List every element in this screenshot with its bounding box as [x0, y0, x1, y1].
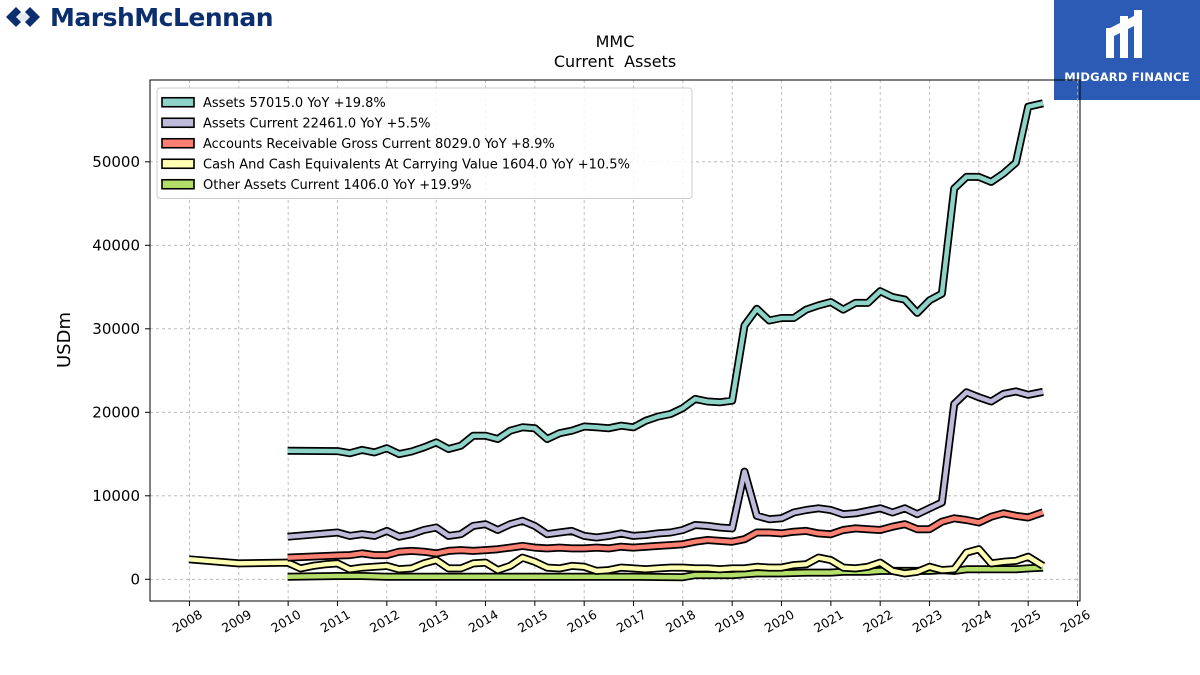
series-3-line — [287, 510, 1044, 560]
series-1-line — [287, 101, 1044, 457]
x-tick-label-2020: 2020 — [762, 607, 797, 636]
legend-swatch-1 — [161, 96, 195, 108]
legend-label-2: Assets Current 22461.0 YoY +5.5% — [203, 116, 430, 131]
y-tick-label-30000: 30000 — [92, 320, 140, 338]
chart-subtitle: Current Assets — [554, 52, 676, 71]
x-tick-label-2021: 2021 — [811, 607, 846, 636]
x-tick-label-2024: 2024 — [959, 607, 994, 636]
x-tick-label-2011: 2011 — [318, 607, 353, 636]
x-tick-label-2012: 2012 — [367, 607, 402, 636]
x-tick-label-2019: 2019 — [712, 607, 747, 636]
marshmclennan-logo: MarshMcLennan — [4, 2, 274, 32]
marshmclennan-logo-icon — [6, 7, 40, 27]
legend-swatch-4 — [161, 158, 195, 170]
marshmclennan-logo-text: MarshMcLennan — [50, 2, 274, 32]
series-layer — [188, 99, 1046, 582]
chart-title: MMC — [596, 32, 635, 51]
legend-label-4: Cash And Cash Equivalents At Carrying Va… — [203, 157, 630, 172]
midgard-finance-logo-icon — [1106, 10, 1142, 58]
legend-label-5: Other Assets Current 1406.0 YoY +19.9% — [203, 178, 472, 193]
legend-label-1: Assets 57015.0 YoY +19.8% — [203, 96, 386, 111]
x-tick-label-2008: 2008 — [170, 607, 205, 636]
x-tick-label-2025: 2025 — [1008, 607, 1043, 636]
midgard-finance-logo-text: MIDGARD FINANCE — [1064, 70, 1190, 84]
x-tick-label-2016: 2016 — [564, 607, 599, 636]
series-4-line — [188, 546, 1045, 576]
y-tick-label-50000: 50000 — [92, 153, 140, 171]
x-tick-label-2014: 2014 — [466, 607, 501, 636]
plot-frame — [149, 79, 1081, 602]
x-tick-label-2010: 2010 — [268, 607, 303, 636]
series-2 — [287, 387, 1044, 542]
legend-swatch-3 — [161, 137, 195, 149]
y-tick-label-10000: 10000 — [92, 487, 140, 505]
x-tick-label-2017: 2017 — [614, 607, 649, 636]
y-axis-label: USDm — [54, 312, 75, 368]
series-5-line — [287, 565, 1044, 580]
legend-swatch-5 — [161, 178, 195, 190]
y-axis: 0 10000 20000 30000 40000 50000 — [92, 153, 150, 588]
y-tick-label-40000: 40000 — [92, 236, 140, 254]
series-3 — [287, 508, 1045, 562]
series-1 — [287, 99, 1044, 459]
legend-label-3: Accounts Receivable Gross Current 8029.0… — [203, 137, 555, 152]
y-tick-label-20000: 20000 — [92, 403, 140, 421]
x-tick-label-2022: 2022 — [860, 607, 895, 636]
series-5 — [287, 563, 1044, 582]
x-tick-label-2015: 2015 — [515, 607, 550, 636]
series-2-line — [287, 389, 1044, 540]
series-4 — [188, 545, 1046, 578]
y-tick-label-0: 0 — [130, 570, 140, 588]
x-axis: 2008 2009 2010 2011 2012 2013 2014 2015 2016 2017… — [170, 601, 1093, 636]
x-tick-label-2009: 2009 — [219, 607, 254, 636]
legend-box — [156, 87, 693, 199]
midgard-finance-logo: MIDGARD FINANCE — [1054, 0, 1200, 100]
legend-swatch-2 — [161, 117, 195, 129]
x-tick-label-2023: 2023 — [910, 607, 945, 636]
x-tick-label-2013: 2013 — [416, 607, 451, 636]
x-tick-label-2018: 2018 — [663, 607, 698, 636]
legend: Assets 57015.0 YoY +19.8% Assets Current … — [156, 87, 693, 199]
x-tick-label-2026: 2026 — [1058, 607, 1093, 636]
